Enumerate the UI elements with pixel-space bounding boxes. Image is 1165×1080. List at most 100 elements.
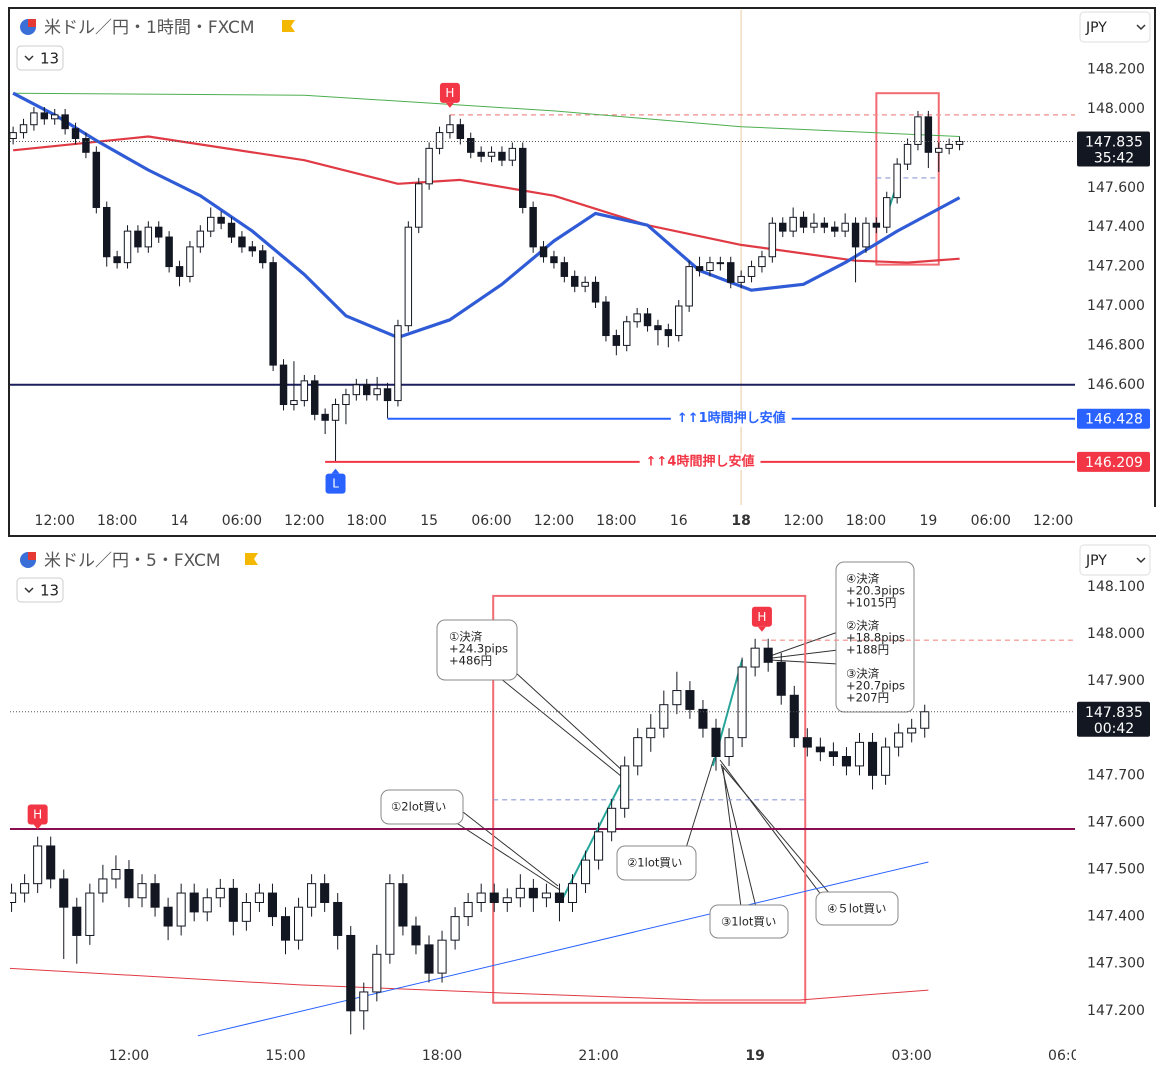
- candle-body: [841, 755, 851, 767]
- interval-badge[interactable]: [16, 577, 64, 603]
- y-tick-label: 147.500: [1087, 862, 1145, 878]
- axis-corner: [1076, 507, 1156, 535]
- candle-body: [267, 892, 278, 918]
- marker-pointer: [445, 102, 454, 108]
- callout-text: +18.8pips: [846, 631, 905, 645]
- candle-body: [706, 262, 714, 272]
- candle-body: [867, 741, 878, 776]
- candle-body: [352, 384, 361, 396]
- candle-body: [50, 114, 59, 120]
- badge-text: 13: [40, 582, 59, 600]
- interval-badge[interactable]: [16, 45, 64, 71]
- chevron: [24, 587, 34, 594]
- candle-body: [137, 883, 147, 899]
- plot-area: ↑↑1時間押し安値 ↑↑4時間押し安値 H L: [10, 10, 1075, 505]
- candle-body: [862, 222, 870, 248]
- candle-body: [675, 305, 683, 337]
- candle-body: [914, 116, 922, 145]
- candle-body: [82, 138, 90, 153]
- marker-text: L: [332, 477, 339, 491]
- axes: 147.200 147.300 147.400 147.500 147.600 147.7…: [109, 579, 1156, 1070]
- marker: [325, 473, 346, 494]
- candle-body: [19, 124, 28, 134]
- currency-select[interactable]: [1079, 11, 1151, 43]
- x-tick-label: 21:00: [578, 1048, 618, 1064]
- candle-body: [85, 892, 95, 936]
- flag-icon: [28, 19, 36, 27]
- candle-body: [425, 147, 433, 185]
- x-tick-label: 18: [731, 513, 750, 529]
- header: 米ドル／円・5・FXCM 13 JPY: [16, 544, 1151, 603]
- axes: 146.600 146.800 147.000 147.200 147.400 147.6…: [35, 48, 1156, 535]
- y-tick-label: 147.300: [1087, 956, 1145, 972]
- candle-body: [196, 230, 205, 248]
- indicator-line: [12, 91, 961, 340]
- candle-body: [620, 765, 630, 809]
- chevron: [1136, 557, 1146, 564]
- countdown: 00:42: [1094, 721, 1134, 737]
- x-tick-label: 12:00: [284, 513, 324, 529]
- candle-body: [502, 897, 512, 903]
- candle-body: [893, 163, 901, 199]
- x-tick-label: 18:00: [422, 1048, 462, 1064]
- header: 米ドル／円・1時間・FXCM 13 JPY: [16, 11, 1151, 71]
- candle-body: [279, 364, 288, 406]
- candle-body: [415, 183, 423, 228]
- current-price-tag: [1077, 131, 1150, 167]
- indicator-line: [197, 861, 929, 1037]
- candle-body: [789, 216, 797, 232]
- candle-body: [450, 916, 460, 941]
- candle-body: [571, 275, 579, 287]
- callout-text: +1015円: [846, 596, 896, 610]
- candle-body: [903, 143, 912, 165]
- candle-body: [581, 281, 589, 287]
- chevron: [24, 55, 34, 62]
- candle-body: [727, 262, 735, 283]
- candle-body: [831, 226, 839, 232]
- candle-body: [477, 151, 485, 157]
- candle-body: [307, 883, 317, 908]
- candle-body: [186, 246, 194, 277]
- callout-text: +486円: [449, 654, 492, 668]
- flag: [282, 20, 295, 32]
- level-label-bg: [670, 410, 792, 427]
- candle-body: [747, 266, 756, 277]
- callout-text: ①2lot買い: [391, 800, 446, 814]
- marker: [751, 606, 772, 627]
- candle-body: [643, 313, 652, 327]
- candle-body: [623, 321, 631, 346]
- price-axis-bg: [1076, 580, 1154, 1040]
- candle-body: [217, 216, 225, 224]
- candle-body: [359, 991, 369, 1012]
- candle-body: [907, 727, 917, 734]
- candle-body: [72, 906, 82, 936]
- candle-body: [155, 226, 163, 238]
- price-tag-text: 146.209: [1085, 455, 1143, 471]
- callout-text: ③決済: [846, 667, 880, 681]
- candle-body: [311, 380, 319, 415]
- candle-body: [467, 138, 475, 153]
- candle-body: [280, 916, 291, 941]
- candle-body: [456, 124, 465, 140]
- x-tick-label: 14: [171, 513, 189, 529]
- candle-body: [737, 666, 747, 739]
- marker-pointer: [757, 626, 766, 632]
- candle-body: [815, 746, 825, 753]
- candle-body: [550, 256, 558, 264]
- indicator-line: [10, 967, 929, 1001]
- candle-body: [238, 236, 246, 248]
- candle-body: [144, 226, 153, 248]
- candle-body: [320, 883, 330, 903]
- x-tick-label: 18:00: [846, 513, 886, 529]
- badge-text: 13: [40, 50, 59, 68]
- candle-body: [92, 151, 101, 208]
- candle-body: [333, 901, 343, 936]
- marker: [439, 82, 460, 103]
- currency-select[interactable]: [1079, 544, 1151, 576]
- candle-body: [33, 845, 43, 885]
- candle-body: [659, 704, 669, 729]
- candle-body: [398, 883, 408, 927]
- candle-body: [529, 206, 537, 248]
- candle-body: [165, 236, 173, 268]
- candle-body: [695, 266, 704, 272]
